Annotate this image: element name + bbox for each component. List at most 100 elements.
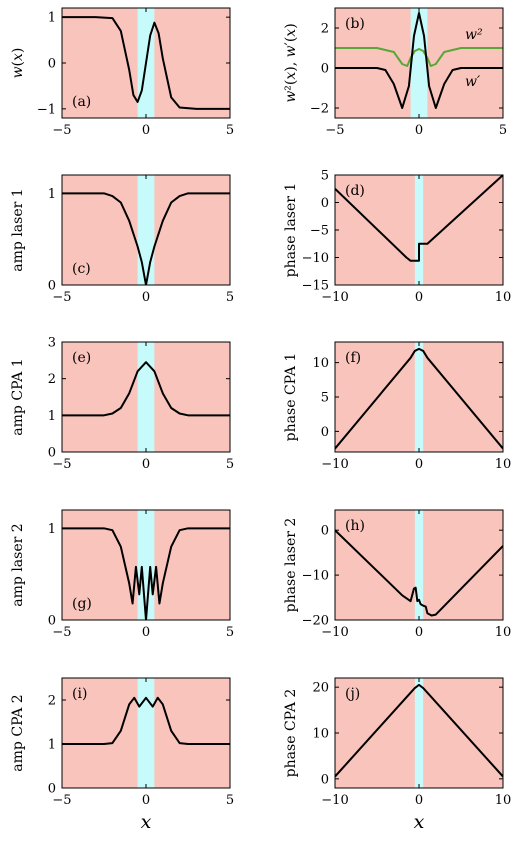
y-tick-label: 0: [321, 196, 329, 211]
x-tick-label: 10: [495, 290, 512, 305]
x-tick-label: −10: [321, 793, 348, 808]
y-tick-label: −2: [310, 102, 329, 117]
y-tick-label: −20: [302, 614, 329, 629]
x-axis-label: x: [414, 811, 425, 833]
panel-label: (a): [72, 94, 91, 110]
axis-label: w²(x), w′(x): [283, 23, 299, 102]
x-tick-label: −10: [321, 290, 348, 305]
axis-label: phase laser 1: [283, 183, 299, 278]
y-tick-label: 0: [48, 57, 56, 72]
x-tick-label: 0: [415, 457, 423, 472]
x-tick-label: 5: [226, 793, 234, 808]
x-tick-label: −5: [52, 625, 71, 640]
panel-c: −5 0 510(c)amp laser 1: [10, 174, 234, 305]
y-tick-label: −1: [37, 102, 56, 117]
axis-label: phase CPA 1: [283, 353, 299, 442]
y-tick-label: 2: [321, 22, 329, 37]
y-tick-label: 0: [48, 782, 56, 797]
center-band: [414, 175, 424, 285]
x-tick-label: −5: [52, 793, 71, 808]
y-tick-label: 10: [312, 356, 329, 371]
axis-label: w(x): [10, 48, 26, 79]
x-axis-label: x: [141, 811, 152, 833]
center-band: [414, 342, 424, 452]
x-tick-label: 5: [499, 123, 507, 138]
panel-label: (i): [72, 686, 87, 702]
y-tick-label: 5: [321, 391, 329, 406]
panel-label: (e): [72, 350, 91, 366]
y-tick-label: 1: [48, 738, 56, 753]
series-line: [335, 347, 503, 450]
y-tick-label: 0: [48, 446, 56, 461]
y-tick-label: 3: [48, 336, 56, 351]
panel-f: −10 0 10 10 5 0 (f) phase CPA 1: [283, 341, 512, 472]
x-tick-label: 0: [415, 793, 423, 808]
x-tick-label: 0: [415, 290, 423, 305]
y-tick-label: −10: [302, 251, 329, 266]
series-line: [62, 361, 230, 417]
x-tick-label: −10: [321, 457, 348, 472]
y-tick-label: 0: [48, 279, 56, 294]
axis-label: amp laser 2: [10, 523, 26, 606]
center-band: [137, 678, 155, 788]
panel-g: −5 0 510(g)amp laser 2: [10, 509, 234, 640]
x-tick-label: 5: [226, 290, 234, 305]
panel-a: −5 0 510−1 (a)w(x): [10, 7, 234, 138]
x-tick-label: 5: [226, 457, 234, 472]
y-tick-label: 20: [312, 681, 329, 696]
y-tick-label: −15: [302, 279, 329, 294]
series-w-squared: [335, 47, 503, 67]
x-tick-label: 5: [226, 625, 234, 640]
y-tick-label: 1: [48, 409, 56, 424]
series-line: [335, 175, 503, 262]
panel-label: (b): [345, 16, 365, 32]
panel-label: (g): [72, 596, 92, 612]
axis-label: amp laser 1: [10, 188, 26, 271]
panel-label: (f): [345, 350, 361, 366]
panel-j: −10 0 10 20 10 0 (j) phase CPA 2 x: [283, 677, 511, 833]
y-tick-label: 0: [321, 524, 329, 539]
x-tick-label: −5: [325, 123, 344, 138]
series-line: [335, 529, 503, 617]
x-tick-label: −5: [52, 123, 71, 138]
annotation-w-prime: w′: [465, 74, 481, 90]
series-line: [335, 683, 503, 778]
y-tick-label: −5: [310, 224, 329, 239]
center-band: [137, 510, 155, 620]
x-tick-label: 0: [142, 625, 150, 640]
x-tick-label: 10: [495, 625, 512, 640]
y-tick-label: 1: [48, 187, 56, 202]
y-tick-label: 0: [321, 772, 329, 787]
axis-label: amp CPA 2: [10, 694, 26, 771]
x-tick-label: 0: [142, 793, 150, 808]
series-line: [62, 696, 230, 745]
axis-label: phase CPA 2: [283, 689, 299, 778]
y-tick-label: 0: [321, 62, 329, 77]
center-band: [410, 8, 428, 118]
y-tick-label: 10: [312, 727, 329, 742]
series-line: [62, 16, 230, 110]
center-band: [137, 342, 155, 452]
x-tick-label: 5: [226, 123, 234, 138]
y-tick-label: 1: [48, 522, 56, 537]
panel-h: −10 0 100−10−20(h)phase laser 2: [283, 509, 512, 640]
x-tick-label: −10: [321, 625, 348, 640]
x-tick-label: 0: [415, 625, 423, 640]
x-tick-label: −5: [52, 290, 71, 305]
annotation-w-squared: w²: [465, 27, 483, 43]
panel-label: (h): [345, 518, 365, 534]
panel-label: (c): [72, 261, 91, 277]
center-band: [137, 175, 155, 285]
y-tick-label: 5: [321, 169, 329, 184]
x-tick-label: 0: [142, 123, 150, 138]
series-line: [62, 527, 230, 620]
series-line: [62, 192, 230, 285]
y-tick-label: −10: [302, 569, 329, 584]
y-tick-label: 0: [48, 614, 56, 629]
x-tick-label: 10: [495, 457, 512, 472]
y-tick-label: 2: [48, 372, 56, 387]
